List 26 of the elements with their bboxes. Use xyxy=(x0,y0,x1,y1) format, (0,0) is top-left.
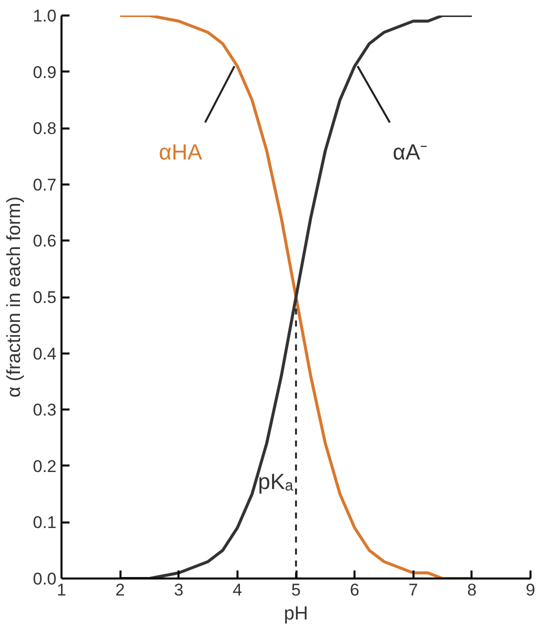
x-tick-label: 3 xyxy=(174,580,184,600)
x-tick-label: 1 xyxy=(56,580,66,600)
y-tick-label: 0.5 xyxy=(32,288,57,307)
y-tick-label: 0.3 xyxy=(32,400,57,420)
y-tick-label: 0.2 xyxy=(32,456,57,476)
x-tick-label: 5 xyxy=(291,580,301,600)
y-tick-label: 0.6 xyxy=(32,232,57,251)
x-tick-label: 4 xyxy=(232,580,242,600)
y-tick-label: 0.0 xyxy=(32,570,57,588)
ref-line-label: pKₐ xyxy=(258,469,294,494)
y-tick-label: 0.1 xyxy=(32,513,57,532)
y-tick-label: 1.0 xyxy=(32,6,57,26)
x-axis-title: pH xyxy=(284,604,308,624)
y-tick-label: 0.7 xyxy=(32,175,57,194)
x-tick-label: 8 xyxy=(467,580,477,600)
x-tick-label: 6 xyxy=(350,580,360,600)
x-tick-label: 7 xyxy=(408,580,418,600)
y-tick-label: 0.8 xyxy=(32,119,57,138)
x-tick-label: 9 xyxy=(526,580,536,600)
y-axis-title: α (fraction in each form) xyxy=(4,196,25,398)
line-series xyxy=(118,16,474,578)
y-tick-label: 0.4 xyxy=(32,344,57,364)
text: αA⁻ xyxy=(392,139,428,164)
y-tick-label: 0.9 xyxy=(32,62,57,82)
text: αHA xyxy=(158,139,203,164)
x-tick-label: 2 xyxy=(115,580,125,600)
